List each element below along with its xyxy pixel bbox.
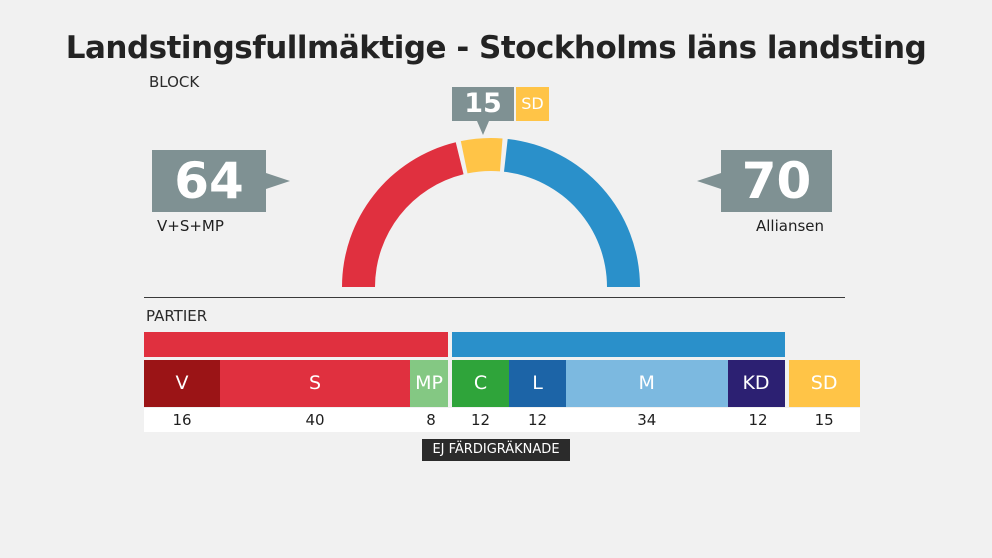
left-block-badge: 64 — [152, 150, 290, 212]
party-section-label: PARTIER — [146, 307, 208, 325]
party-bar-s: S — [220, 360, 410, 407]
right-block-seats: 70 — [741, 152, 812, 210]
bloc-bar-alliansen — [452, 332, 785, 357]
party-seat-label-s: 40 — [220, 408, 410, 432]
page-title: Landstingsfullmäktige - Stockholms läns … — [65, 30, 927, 66]
status-badge: EJ FÄRDIGRÄKNADE — [422, 439, 570, 461]
party-seat-label-mp: 8 — [410, 408, 452, 432]
party-seat-label-kd: 12 — [727, 408, 789, 432]
sd-block-seats: 15 — [464, 88, 502, 119]
left-block-seats: 64 — [174, 152, 244, 210]
section-divider — [144, 297, 845, 298]
party-bar-l: L — [509, 360, 566, 407]
hemicycle-segment-alliansen — [504, 138, 640, 287]
party-bar-m: M — [566, 360, 728, 407]
right-block-pointer — [697, 173, 721, 189]
left-block-name: V+S+MP — [157, 217, 224, 235]
sd-block-name: SD — [516, 87, 549, 121]
party-bar-c: C — [452, 360, 509, 407]
right-block-name: Alliansen — [756, 217, 825, 235]
party-seat-label-sd: 15 — [788, 408, 860, 432]
hemicycle-segment-v-s-mp — [342, 142, 464, 287]
party-bar-sd: SD — [788, 360, 860, 407]
party-bar-mp: MP — [410, 360, 448, 407]
sd-block-pointer — [477, 121, 489, 135]
party-seat-label-l: 12 — [509, 408, 566, 432]
hemicycle-segment-sd — [460, 137, 503, 174]
bloc-bar-v-s-mp — [144, 332, 448, 357]
sd-block-badge: 15 — [452, 87, 514, 135]
party-bar-kd: KD — [727, 360, 785, 407]
hemicycle-chart — [342, 137, 640, 287]
block-section-label: BLOCK — [149, 73, 200, 91]
party-seat-label-c: 12 — [452, 408, 509, 432]
party-bar-v: V — [144, 360, 220, 407]
left-block-pointer — [266, 173, 290, 189]
party-seat-label-v: 16 — [144, 408, 220, 432]
party-seat-label-m: 34 — [566, 408, 728, 432]
right-block-badge: 70 — [697, 150, 832, 212]
